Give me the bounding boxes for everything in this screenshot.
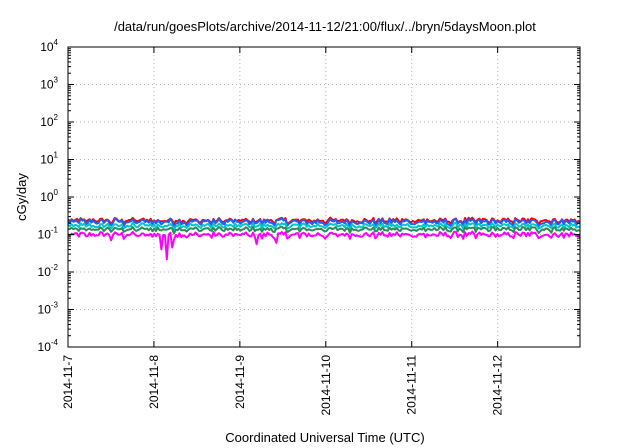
y-tick-label: 103 xyxy=(40,76,58,92)
x-axis-label: Coordinated Universal Time (UTC) xyxy=(225,430,424,445)
x-tick-label: 2014-11-12 xyxy=(491,355,505,416)
y-tick-label: 10-2 xyxy=(38,263,59,279)
y-tick-label: 100 xyxy=(40,188,58,204)
x-tick-label: 2014-11-11 xyxy=(405,355,419,415)
y-tick-label: 102 xyxy=(40,113,58,129)
y-tick-label: 10-1 xyxy=(38,226,59,242)
y-tick-label: 10-4 xyxy=(38,338,59,354)
x-tick-label: 2014-11-7 xyxy=(61,355,75,409)
y-tick-label: 10-3 xyxy=(38,301,59,317)
series-line xyxy=(67,230,581,261)
x-tick-label: 2014-11-8 xyxy=(147,355,161,409)
y-axis-label: cGy/day xyxy=(14,173,29,221)
x-tick-label: 2014-11-10 xyxy=(319,355,333,416)
x-axis-ticks: 2014-11-7 2014-11-8 2014-11-9 2014-11-10 201… xyxy=(61,47,505,416)
y-tick-label: 101 xyxy=(40,151,58,167)
grid-lines xyxy=(68,47,580,347)
series-line xyxy=(67,217,581,229)
chart-title: /data/run/goesPlots/archive/2014-11-12/2… xyxy=(114,19,536,34)
series-line xyxy=(67,221,581,232)
series-line xyxy=(67,225,581,235)
data-series xyxy=(67,216,581,261)
y-tick-label: 104 xyxy=(40,38,58,54)
y-axis-ticks: 10-4 10-3 10-2 10-1 100 101 102 103 104 xyxy=(38,38,580,354)
x-tick-label: 2014-11-9 xyxy=(233,355,247,409)
